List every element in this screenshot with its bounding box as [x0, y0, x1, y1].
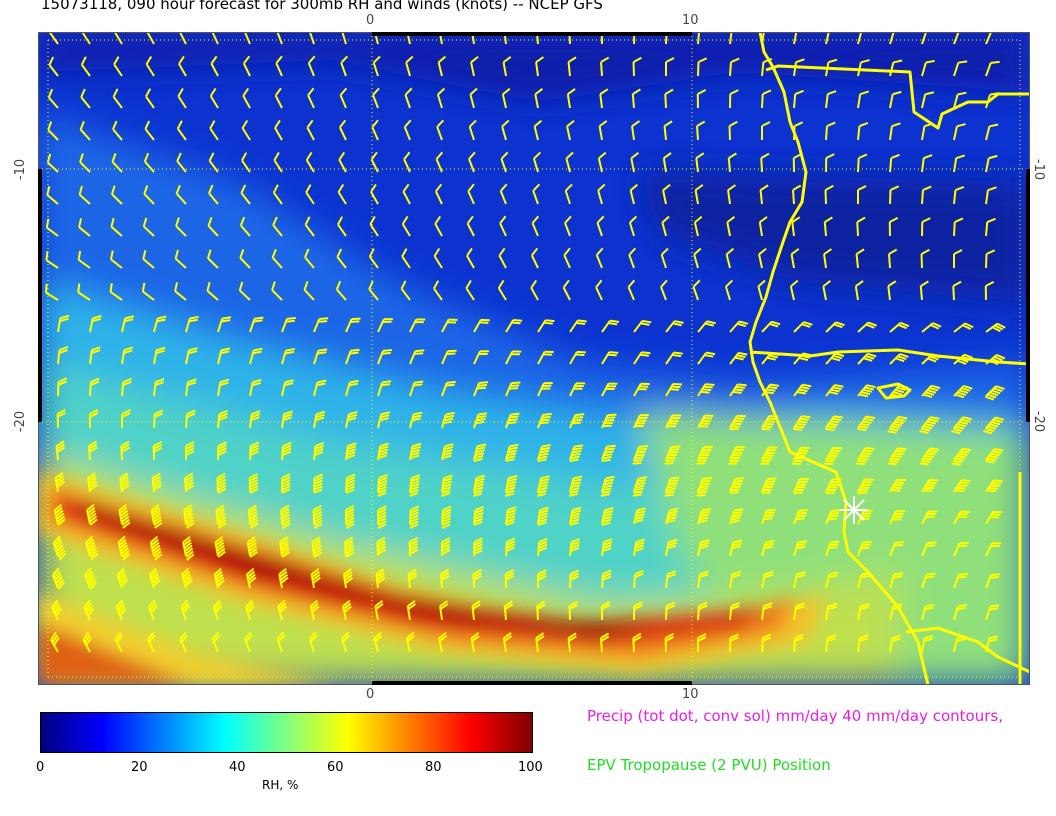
colorbar-tick-80: 80 [425, 760, 442, 775]
colorbar-tick-60: 60 [327, 760, 344, 775]
rh-colorbar [40, 712, 533, 753]
colorbar-label: RH, % [262, 778, 299, 792]
bottom-axis-label-0: 0 [366, 687, 375, 702]
top-scale-bar [372, 32, 692, 36]
coastline [748, 32, 1030, 685]
left-axis-label-m10: -10 [13, 158, 29, 181]
chart-title: 15073118, 090 hour forecast for 300mb RH… [41, 0, 603, 13]
site-marker [840, 496, 868, 524]
precip-note: Precip (tot dot, conv sol) mm/day 40 mm/… [587, 707, 1003, 725]
wind-barbs [45, 32, 1006, 653]
colorbar-tick-20: 20 [131, 760, 148, 775]
colorbar-tick-0: 0 [36, 760, 45, 775]
top-axis-label-0: 0 [366, 13, 375, 28]
epv-note: EPV Tropopause (2 PVU) Position [587, 756, 831, 774]
bottom-scale-bar [372, 681, 692, 685]
right-axis-label-m10: -10 [1031, 158, 1047, 181]
lat-lon-grid [38, 32, 1030, 685]
right-axis-label-m20: -20 [1031, 410, 1047, 433]
top-axis-label-10: 10 [682, 13, 699, 28]
colorbar-tick-100: 100 [518, 760, 543, 775]
bottom-axis-label-10: 10 [682, 687, 699, 702]
right-scale-bar [1026, 169, 1030, 422]
colorbar-tick-40: 40 [229, 760, 246, 775]
left-axis-label-m20: -20 [13, 410, 29, 433]
left-scale-bar [38, 169, 42, 422]
forecast-map [38, 32, 1030, 685]
